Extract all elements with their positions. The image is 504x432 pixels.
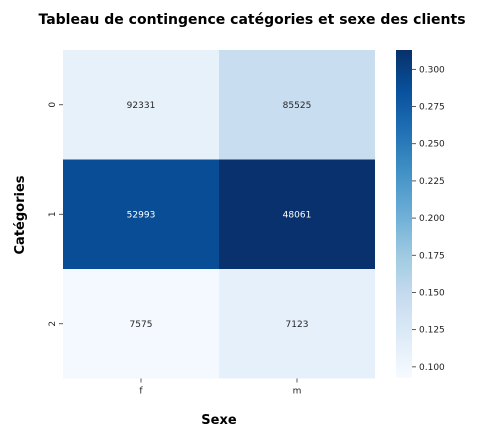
colorbar-tick-label: 0.175 xyxy=(419,251,445,261)
x-tick-label: f xyxy=(139,387,143,397)
x-tick-label: m xyxy=(293,387,302,397)
cell-value-label: 92331 xyxy=(127,101,156,111)
colorbar-tick-label: 0.200 xyxy=(419,214,445,224)
chart-title: Tableau de contingence catégories et sex… xyxy=(38,12,465,28)
colorbar-tick-label: 0.100 xyxy=(419,363,445,373)
colorbar xyxy=(396,50,412,378)
cell-value-label: 85525 xyxy=(283,101,312,111)
cell-value-label: 7123 xyxy=(286,320,309,330)
y-axis-label: Catégories xyxy=(13,175,28,254)
colorbar-tick-label: 0.225 xyxy=(419,177,445,187)
y-tick-label: 2 xyxy=(48,321,58,327)
colorbar-tick-label: 0.150 xyxy=(419,288,445,298)
cell-value-label: 7575 xyxy=(130,320,153,330)
y-tick-label: 0 xyxy=(48,102,58,108)
cell-value-label: 52993 xyxy=(127,210,156,220)
colorbar-tick-label: 0.275 xyxy=(419,103,445,113)
colorbar-tick-label: 0.300 xyxy=(419,65,445,75)
heatmap-cells: 92331 85525 52993 48061 7575 7123 xyxy=(63,50,375,379)
y-ticks: 0 1 2 xyxy=(48,102,63,327)
cell-value-label: 48061 xyxy=(283,210,312,220)
x-axis-label: Sexe xyxy=(201,413,237,428)
colorbar-ticks: 0.100 0.125 0.150 0.175 0.200 0.225 0.250 0.275… xyxy=(412,65,445,373)
colorbar-tick-label: 0.125 xyxy=(419,326,445,336)
y-tick-label: 1 xyxy=(48,211,58,217)
colorbar-tick-label: 0.250 xyxy=(419,140,445,150)
